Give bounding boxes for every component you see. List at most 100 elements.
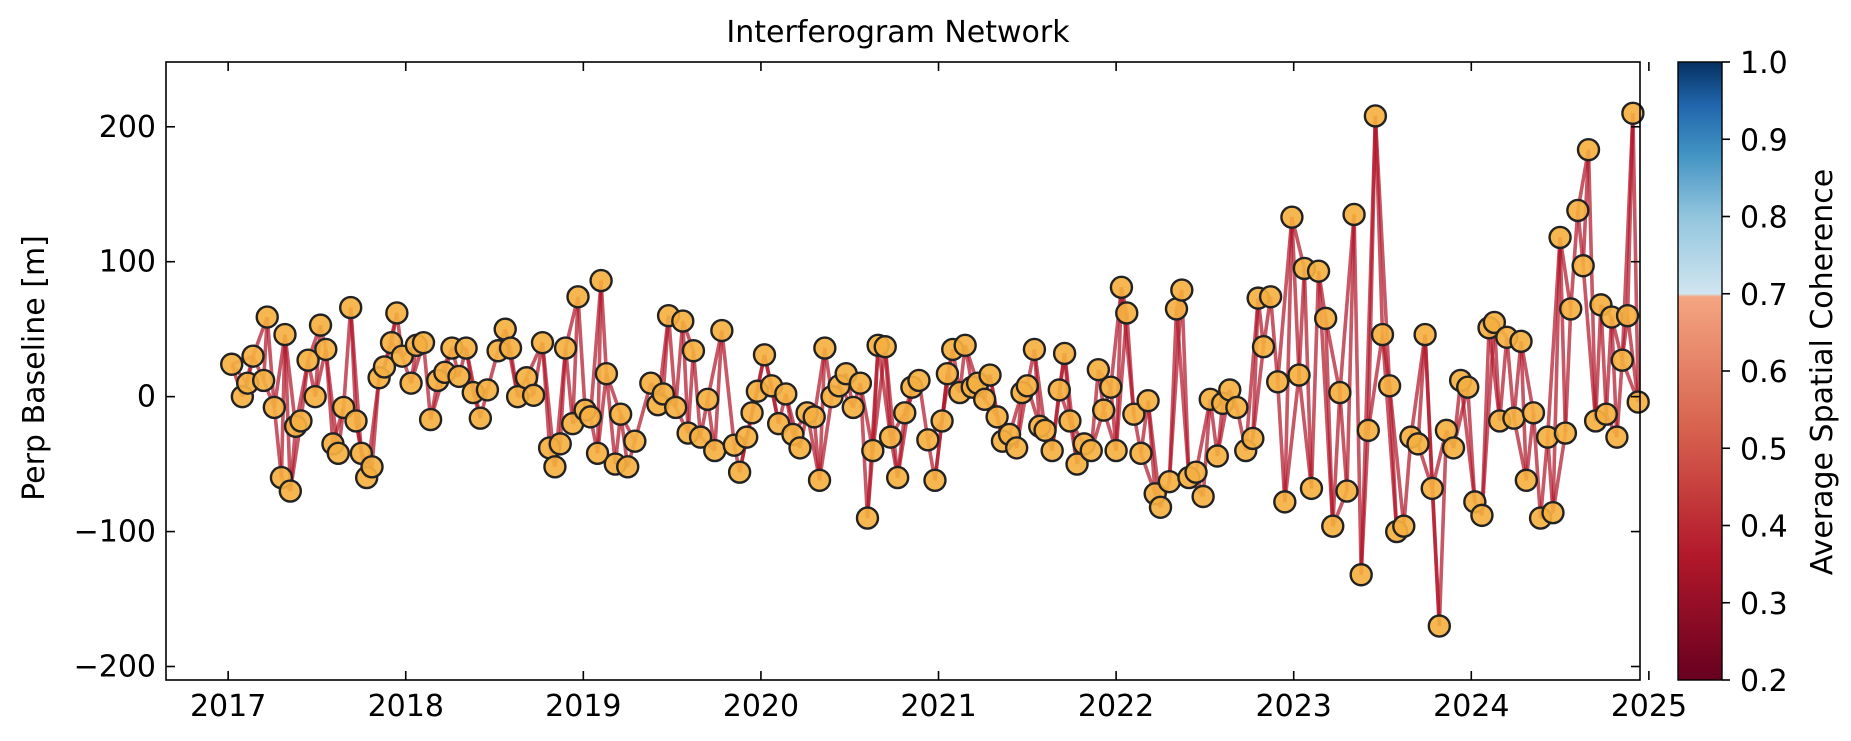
- pair-edge: [712, 330, 724, 451]
- pair-edge: [871, 346, 888, 451]
- acquisition-point: [241, 344, 265, 368]
- pair-edge: [1352, 214, 1363, 575]
- pair-edge: [283, 334, 293, 492]
- pair-edge: [876, 345, 893, 438]
- colorbar-tick-label: 0.7: [1740, 278, 1788, 313]
- pair-edge: [1366, 334, 1385, 431]
- acquisition-point: [671, 309, 695, 333]
- acquisition-point: [923, 468, 947, 492]
- acquisition-point: [1514, 468, 1539, 492]
- chart-title: Interferogram Network: [726, 15, 1070, 50]
- acquisition-point: [1521, 401, 1546, 425]
- acquisition-point: [855, 506, 880, 530]
- pair-edge: [599, 280, 609, 374]
- colorbar-tick-label: 0.4: [1740, 510, 1788, 545]
- acquisition-point: [907, 368, 931, 393]
- pair-edge: [1380, 334, 1399, 532]
- acquisition-point: [314, 337, 338, 362]
- acquisition-point: [1605, 425, 1629, 449]
- pair-edge: [576, 296, 587, 411]
- acquisition-point: [1482, 310, 1507, 335]
- acquisition-point: [740, 401, 764, 425]
- acquisition-point: [1456, 375, 1480, 399]
- acquisition-point: [566, 285, 590, 309]
- acquisition-point: [1626, 390, 1650, 414]
- acquisition-point: [788, 436, 812, 460]
- acquisition-point: [1266, 370, 1290, 394]
- acquisition-point: [878, 425, 903, 449]
- x-tick-label: 2019: [545, 689, 621, 724]
- acquisition-point: [273, 322, 297, 347]
- pair-edge: [1497, 337, 1509, 422]
- pair-edge: [1330, 392, 1342, 527]
- acquisition-point: [935, 361, 960, 386]
- acquisition-point: [1502, 406, 1526, 430]
- acquisition-point: [1441, 436, 1466, 460]
- acquisition-point: [727, 460, 752, 484]
- acquisition-point: [802, 405, 826, 429]
- acquisition-point: [1306, 259, 1331, 283]
- acquisition-point: [220, 352, 244, 376]
- acquisition-point: [1099, 375, 1123, 399]
- pair-edge: [272, 334, 287, 408]
- acquisition-point: [338, 295, 363, 320]
- acquisition-point: [372, 355, 397, 379]
- acquisition-point: [578, 405, 603, 429]
- acquisition-point: [1541, 500, 1565, 525]
- pair-edge: [1323, 318, 1342, 393]
- x-tick-label: 2021: [900, 689, 976, 724]
- acquisition-point: [1104, 438, 1128, 463]
- pair-edge: [283, 334, 298, 427]
- acquisition-point: [1548, 225, 1572, 250]
- acquisition-point: [1251, 335, 1276, 359]
- acquisition-point: [623, 429, 647, 453]
- acquisition-point: [303, 384, 327, 409]
- pair-edge: [595, 373, 609, 454]
- acquisition-point: [916, 428, 940, 452]
- pair-edge: [1558, 237, 1573, 310]
- pair-edge: [1586, 149, 1598, 421]
- colorbar-tick-label: 0.3: [1740, 587, 1788, 622]
- pair-edge: [680, 320, 690, 434]
- acquisition-point: [1033, 418, 1057, 443]
- acquisition-point: [308, 313, 333, 337]
- acquisition-point: [1004, 436, 1029, 460]
- acquisition-point: [1328, 380, 1352, 405]
- acquisition-point: [985, 405, 1009, 429]
- acquisition-point: [1129, 441, 1153, 466]
- acquisition-point: [813, 336, 837, 360]
- acquisition-point: [498, 336, 523, 360]
- acquisition-point: [385, 301, 409, 325]
- acquisition-point: [1621, 101, 1645, 125]
- pair-edge: [1593, 304, 1603, 422]
- acquisition-point: [752, 343, 777, 367]
- pair-edge: [1558, 237, 1568, 434]
- pair-edge: [1387, 385, 1406, 527]
- acquisition-point: [1335, 479, 1359, 503]
- acquisition-point: [454, 336, 478, 360]
- acquisition-point: [1225, 395, 1249, 420]
- acquisition-point: [1610, 348, 1634, 372]
- acquisition-point: [1470, 503, 1494, 528]
- acquisition-point: [1370, 322, 1395, 347]
- acquisition-point: [1413, 322, 1437, 347]
- pair-edge: [1631, 113, 1641, 403]
- colorbar-tick-label: 0.6: [1740, 355, 1788, 390]
- pair-edge: [265, 316, 277, 408]
- plot-axes: 2017 2018 2019 2020 2021 2022 2023 2024 2025 −200…: [74, 62, 1687, 724]
- plot-frame: [165, 61, 1641, 681]
- acquisition-point: [1321, 514, 1345, 538]
- pair-edge: [1290, 217, 1301, 376]
- pair-edge: [558, 347, 568, 444]
- acquisition-point: [411, 330, 436, 355]
- pair-edge: [1366, 115, 1378, 431]
- acquisition-point: [735, 425, 759, 449]
- acquisition-point: [1392, 514, 1416, 538]
- x-tick-label: 2023: [1256, 689, 1332, 724]
- acquisition-point: [296, 348, 320, 372]
- acquisition-point: [848, 371, 873, 395]
- pair-edge: [1338, 214, 1356, 393]
- acquisition-point: [399, 371, 423, 395]
- acquisition-points: [220, 101, 1650, 638]
- acquisition-point: [688, 425, 713, 449]
